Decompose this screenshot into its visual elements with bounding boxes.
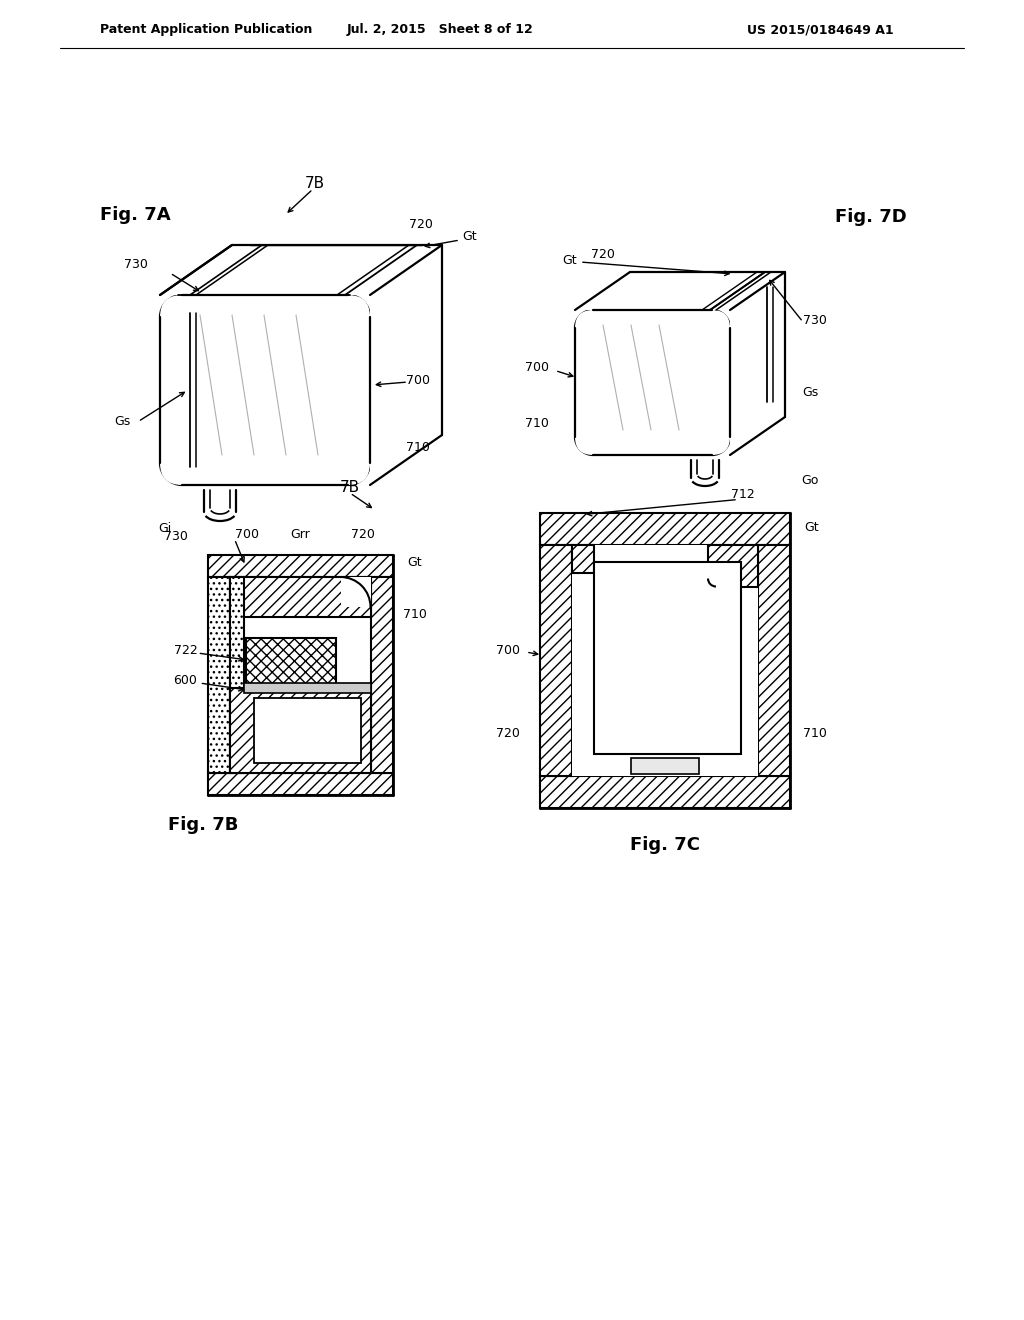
Text: Go: Go <box>802 474 818 487</box>
Text: Gs: Gs <box>114 416 130 428</box>
Polygon shape <box>160 246 442 294</box>
Text: Fig. 7D: Fig. 7D <box>835 209 906 226</box>
Text: 720: 720 <box>591 248 614 260</box>
Text: 710: 710 <box>402 609 426 622</box>
Bar <box>229 577 244 774</box>
Text: US 2015/0184649 A1: US 2015/0184649 A1 <box>746 24 893 37</box>
Text: 700: 700 <box>406 374 430 387</box>
Text: 722: 722 <box>174 644 198 656</box>
Text: 730: 730 <box>164 531 187 544</box>
Polygon shape <box>730 272 785 455</box>
Text: 730: 730 <box>124 259 148 272</box>
Text: Fig. 7A: Fig. 7A <box>100 206 171 224</box>
Text: Gs: Gs <box>802 385 818 399</box>
Text: 720: 720 <box>409 219 433 231</box>
Text: Patent Application Publication: Patent Application Publication <box>100 24 312 37</box>
Text: Gt: Gt <box>805 521 819 535</box>
Text: 700: 700 <box>525 360 549 374</box>
Polygon shape <box>575 272 785 310</box>
Bar <box>708 544 758 586</box>
Bar <box>246 638 336 693</box>
Bar <box>229 577 371 616</box>
Bar <box>572 544 594 573</box>
Bar <box>758 544 790 776</box>
Text: Jul. 2, 2015   Sheet 8 of 12: Jul. 2, 2015 Sheet 8 of 12 <box>347 24 534 37</box>
Bar <box>540 776 790 808</box>
Bar <box>244 682 371 693</box>
Text: Grr: Grr <box>290 528 310 541</box>
Bar <box>594 561 741 754</box>
FancyBboxPatch shape <box>160 294 370 484</box>
Bar <box>341 577 371 607</box>
Text: 710: 710 <box>803 727 827 741</box>
Text: 700: 700 <box>496 644 520 656</box>
Bar <box>208 577 229 774</box>
Bar <box>371 577 392 774</box>
Text: Gt: Gt <box>463 231 477 243</box>
Bar <box>631 758 699 774</box>
Bar <box>208 774 392 795</box>
Text: Gt: Gt <box>408 557 422 569</box>
Polygon shape <box>370 246 442 484</box>
Bar <box>229 688 371 774</box>
Bar <box>540 512 790 544</box>
Text: 720: 720 <box>350 528 375 541</box>
Bar <box>572 544 758 776</box>
Text: 7B: 7B <box>305 176 325 190</box>
Text: Gi: Gi <box>159 521 172 535</box>
Bar <box>208 554 392 577</box>
Text: 710: 710 <box>525 417 549 430</box>
Text: Fig. 7B: Fig. 7B <box>168 816 238 834</box>
Text: 720: 720 <box>496 727 520 741</box>
Text: 7B: 7B <box>340 479 360 495</box>
Text: 730: 730 <box>803 314 827 326</box>
Text: 710: 710 <box>407 441 430 454</box>
Bar <box>540 544 572 776</box>
Text: 700: 700 <box>234 528 258 541</box>
Text: Fig. 7C: Fig. 7C <box>630 837 700 854</box>
FancyBboxPatch shape <box>575 310 730 455</box>
Text: 712: 712 <box>731 488 755 502</box>
Text: Gt: Gt <box>562 253 578 267</box>
Text: 600: 600 <box>173 673 198 686</box>
Bar <box>254 698 360 763</box>
